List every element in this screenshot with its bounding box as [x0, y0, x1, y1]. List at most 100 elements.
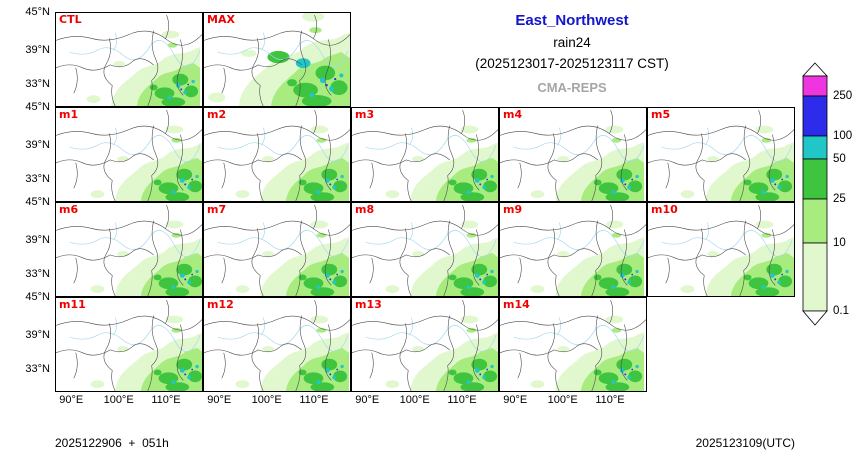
- precip-blob: [309, 92, 315, 98]
- colorbar-segment: [802, 95, 828, 137]
- precip-blob: [611, 190, 616, 195]
- precip-blob: [301, 13, 325, 22]
- precip-blob: [315, 65, 336, 81]
- lon-tick-label: 110°E: [447, 394, 477, 406]
- precip-blob: [117, 345, 129, 352]
- precip-blob: [235, 380, 250, 389]
- precip-blob: [165, 220, 184, 229]
- precip-blob: [153, 274, 162, 281]
- precip-blob: [165, 315, 184, 324]
- panel-label: m7: [207, 203, 227, 216]
- precip-blob: [611, 285, 616, 290]
- precip-blob: [195, 364, 199, 369]
- precip-blob: [179, 368, 185, 373]
- precip-blob: [635, 364, 639, 369]
- precip-blob: [448, 274, 457, 281]
- precip-blob: [743, 179, 752, 186]
- map-panel-m12: m12: [203, 297, 351, 392]
- precip-blob: [90, 190, 105, 199]
- precip-blob: [479, 183, 482, 186]
- precip-blob: [730, 157, 794, 201]
- precip-blob: [195, 269, 199, 274]
- precip-blob: [183, 90, 188, 95]
- precip-blob: [628, 275, 643, 288]
- precip-blob: [482, 375, 487, 380]
- precip-blob: [316, 190, 321, 195]
- precip-blob: [271, 52, 350, 106]
- lon-tick-label: 90°E: [355, 394, 380, 406]
- precip-blob: [631, 273, 634, 276]
- precip-blob: [616, 168, 633, 181]
- precip-blob: [191, 273, 194, 276]
- precip-blob: [179, 273, 185, 278]
- precip-blob: [310, 287, 335, 296]
- lat-tick-label: 33°N: [25, 173, 50, 186]
- precip-blob: [90, 380, 105, 389]
- map-canvas: [56, 14, 202, 106]
- precip-blob: [580, 252, 645, 296]
- panel-label: m5: [651, 108, 671, 121]
- province-boundaries: [56, 299, 202, 391]
- valid-time-utc: 2025123109(UTC): [695, 436, 795, 450]
- precip-blob: [483, 275, 498, 288]
- precip-blob: [605, 192, 630, 201]
- panel-label: m8: [355, 203, 375, 216]
- precip-blob: [86, 95, 101, 104]
- model-name: CMA-REPS: [537, 80, 607, 95]
- precip-shading: [235, 220, 350, 296]
- precip-blob: [766, 263, 783, 276]
- map-canvas: [352, 299, 498, 391]
- province-boundaries: [204, 109, 350, 201]
- precip-blob: [329, 278, 332, 281]
- precip-blob: [466, 285, 471, 290]
- precip-blob: [624, 278, 627, 281]
- panel-label: m12: [207, 298, 234, 311]
- precip-blob: [161, 97, 186, 106]
- province-boundaries: [648, 204, 794, 296]
- precip-blob: [471, 263, 488, 276]
- colorbar-tick-label: 10: [833, 237, 846, 249]
- lat-tick-label: 45°N: [25, 6, 50, 18]
- precip-blob: [90, 285, 105, 294]
- precip-blob: [766, 168, 783, 181]
- panel-label: MAX: [207, 13, 235, 26]
- map-panel-m4: m4: [499, 107, 647, 202]
- precip-blob: [627, 185, 632, 190]
- colorbar-arrow-top: [802, 62, 828, 77]
- precip-blob: [285, 347, 350, 391]
- precip-blob: [340, 174, 344, 179]
- variable-title: rain24: [553, 35, 591, 50]
- precip-blob: [557, 250, 570, 257]
- precip-blob: [316, 232, 327, 238]
- province-boundaries: [500, 204, 646, 296]
- precip-blob: [336, 273, 339, 276]
- valid-period-title: (2025123017-2025123117 CST): [475, 56, 669, 71]
- panel-label: m10: [651, 203, 678, 216]
- precip-blob: [161, 30, 180, 39]
- precip-blob: [298, 369, 307, 376]
- precip-blob: [412, 155, 425, 162]
- precip-blob: [195, 174, 199, 179]
- lat-tick-label: 39°N: [25, 44, 50, 56]
- precip-blob: [785, 174, 789, 179]
- precip-blob: [187, 375, 192, 380]
- lon-tick-label: 90°E: [503, 394, 528, 406]
- precip-blob: [557, 345, 570, 352]
- precip-blob: [171, 137, 182, 143]
- panel-label: m14: [503, 298, 530, 311]
- precip-blob: [605, 315, 624, 324]
- precip-shading: [530, 125, 645, 201]
- precip-blob: [490, 364, 494, 369]
- precip-blob: [580, 347, 645, 391]
- map-panel-m8: m8: [351, 202, 499, 297]
- precip-blob: [321, 168, 338, 181]
- colorbar-tick-label: 100: [833, 130, 853, 142]
- province-boundaries: [56, 14, 202, 106]
- panel-label: CTL: [59, 13, 82, 26]
- precip-blob: [628, 370, 643, 383]
- map-panel-m3: m3: [351, 107, 499, 202]
- precip-blob: [310, 192, 335, 201]
- precip-blob: [412, 250, 425, 257]
- precip-blob: [774, 183, 777, 186]
- precip-blob: [235, 190, 250, 199]
